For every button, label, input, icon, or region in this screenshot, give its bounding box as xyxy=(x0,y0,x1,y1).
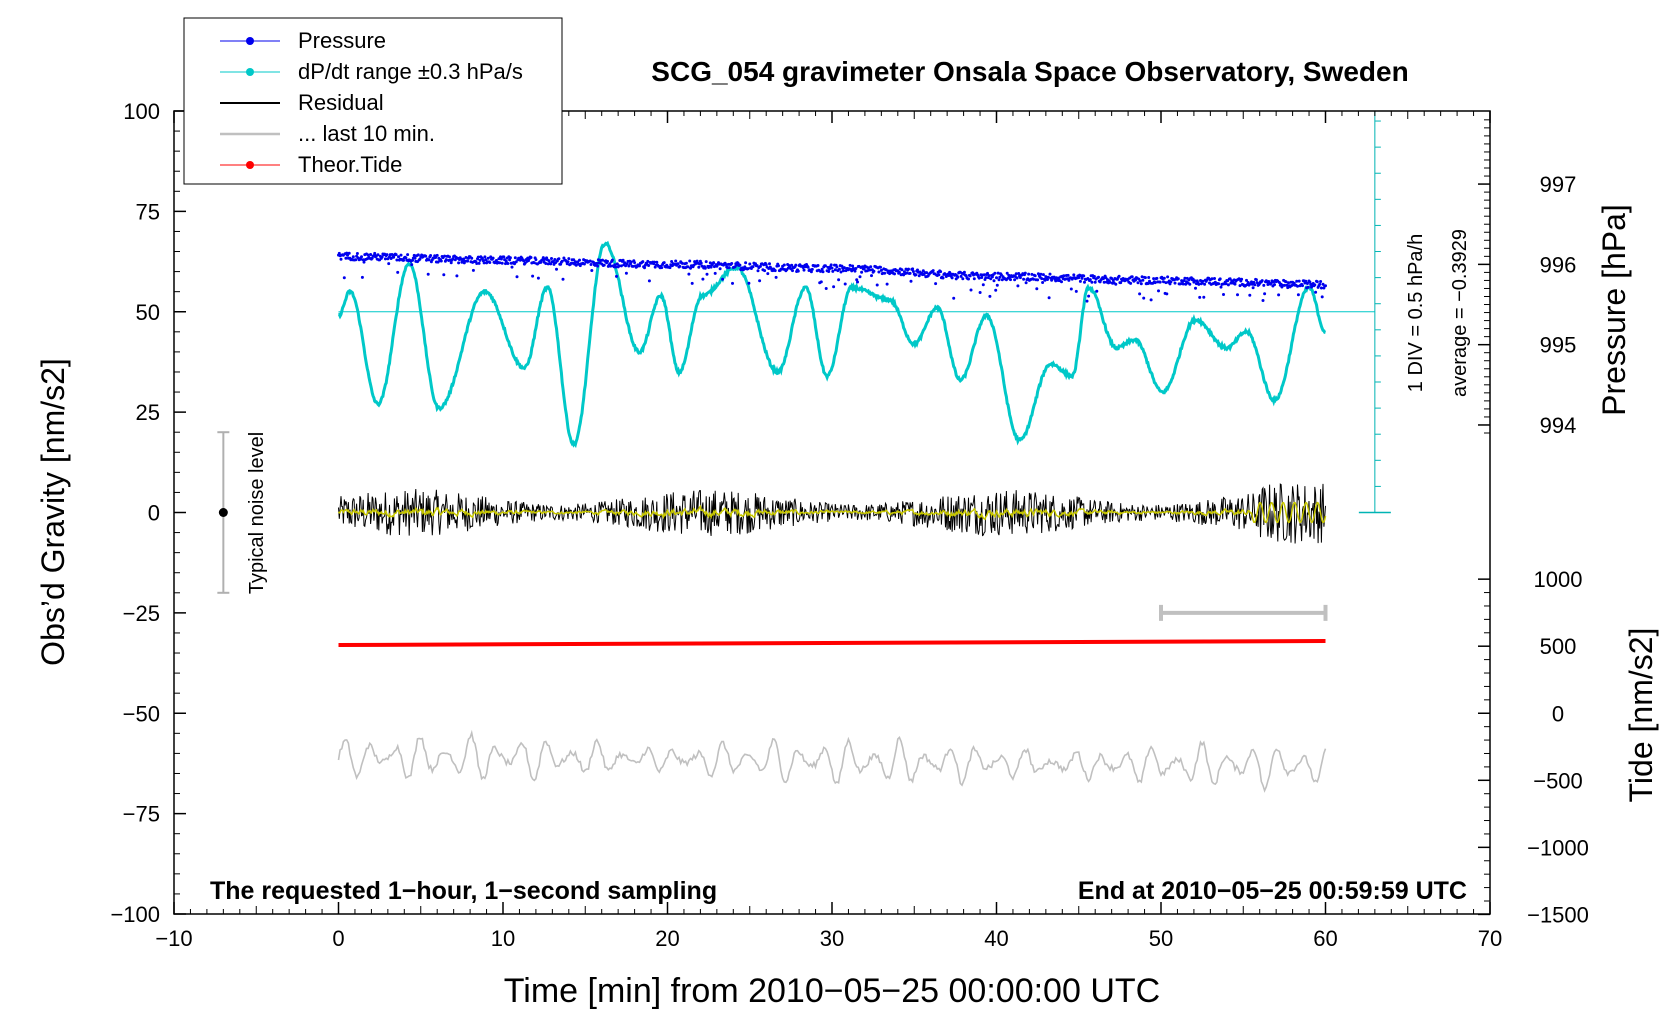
series-pressure xyxy=(337,251,1328,303)
series-dpdt xyxy=(337,240,1327,449)
x-tick-label: −10 xyxy=(155,926,192,951)
x-tick-label: 50 xyxy=(1149,926,1173,951)
tide-tick-label: −1500 xyxy=(1527,902,1589,927)
tide-tick-label: 1000 xyxy=(1534,567,1583,592)
x-tick-label: 40 xyxy=(984,926,1008,951)
x-axis-title: Time [min] from 2010−05−25 00:00:00 UTC xyxy=(504,972,1160,1010)
y-tick-label: 100 xyxy=(123,99,160,124)
y-tick-label: −100 xyxy=(110,902,160,927)
series-residual-smoothed xyxy=(337,501,1327,524)
y-tick-label: −75 xyxy=(123,802,160,827)
y-tick-label: 0 xyxy=(148,501,160,526)
legend-label-tide: Theor.Tide xyxy=(298,152,402,177)
x-tick-label: 10 xyxy=(491,926,515,951)
end-time-note: End at 2010−05−25 00:59:59 UTC xyxy=(1078,877,1467,905)
pressure-tick-label: 994 xyxy=(1540,413,1577,438)
y-tick-label: −25 xyxy=(123,601,160,626)
legend-label-last10: ... last 10 min. xyxy=(298,121,435,146)
x-tick-label: 20 xyxy=(655,926,679,951)
average-note: average = −0.3929 xyxy=(1449,229,1471,397)
y-axis-title-pressure: Pressure [hPa] xyxy=(1596,204,1632,416)
tide-tick-label: −500 xyxy=(1533,768,1583,793)
x-tick-label: 30 xyxy=(820,926,844,951)
sampling-note: The requested 1−hour, 1−second sampling xyxy=(210,877,717,905)
x-tick-label: 60 xyxy=(1313,926,1337,951)
series-theor-tide xyxy=(338,638,1326,647)
chart-title: SCG_054 gravimeter Onsala Space Observat… xyxy=(651,56,1408,87)
y-tick-label: 75 xyxy=(136,199,160,224)
y-axis-title-tide: Tide [nm/s2] xyxy=(1623,628,1659,803)
y-tick-label: 25 xyxy=(136,400,160,425)
y-tick-label: 50 xyxy=(136,300,160,325)
y-tick-label: −50 xyxy=(123,701,160,726)
tide-tick-label: 500 xyxy=(1540,634,1577,659)
div-note: 1 DIV = 0.5 hPa/h xyxy=(1405,234,1427,392)
x-tick-label: 0 xyxy=(332,926,344,951)
tide-tick-label: 0 xyxy=(1552,701,1564,726)
tide-tick-label: −1000 xyxy=(1527,835,1589,860)
legend: Pressure dP/dt range ±0.3 hPa/s Residual… xyxy=(183,17,563,185)
series-last-10-min xyxy=(337,729,1327,793)
legend-label-dpdt: dP/dt range ±0.3 hPa/s xyxy=(298,59,523,84)
legend-marker-dpdt xyxy=(246,68,254,76)
pressure-tick-label: 995 xyxy=(1540,333,1577,358)
y-axis-title-gravity: Obs’d Gravity [nm/s2] xyxy=(35,358,71,666)
legend-label-pressure: Pressure xyxy=(298,28,386,53)
legend-marker-tide xyxy=(246,161,254,169)
legend-label-residual: Residual xyxy=(298,90,384,115)
pressure-tick-label: 997 xyxy=(1540,172,1577,197)
noise-center-point xyxy=(218,508,228,517)
pressure-tick-label: 996 xyxy=(1540,252,1577,277)
series-residual xyxy=(338,483,1326,544)
noise-label: Typical noise level xyxy=(246,432,268,594)
legend-box xyxy=(183,17,563,185)
x-tick-label: 70 xyxy=(1478,926,1502,951)
legend-marker-pressure xyxy=(246,37,254,45)
